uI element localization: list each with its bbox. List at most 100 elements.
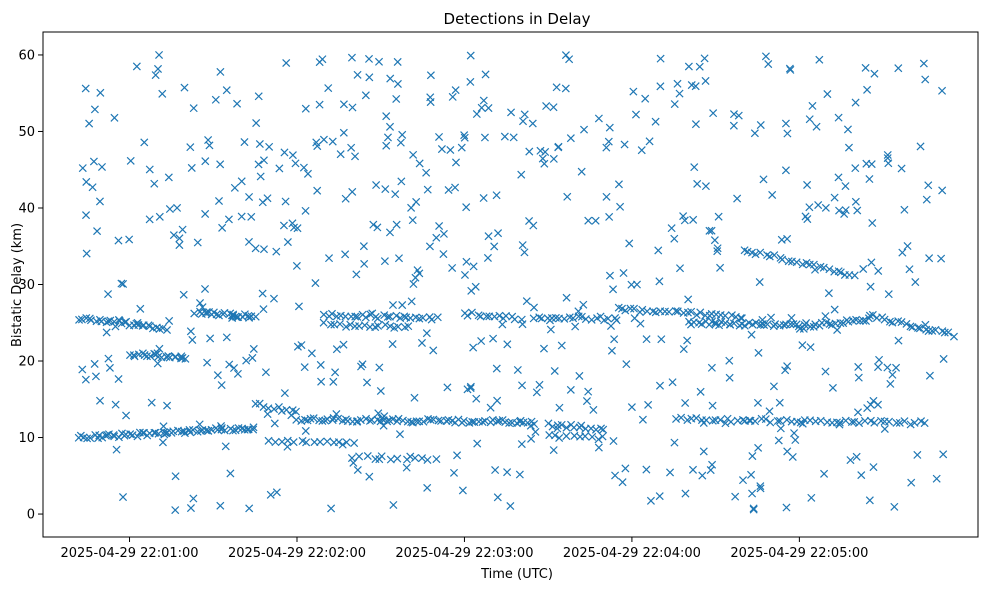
data-point	[815, 55, 824, 64]
data-point	[376, 386, 385, 396]
data-point	[584, 387, 593, 396]
data-point	[133, 432, 142, 441]
data-point	[145, 165, 154, 174]
data-point	[326, 320, 335, 329]
data-point	[820, 469, 829, 478]
data-point	[217, 422, 226, 431]
data-point	[348, 187, 357, 196]
data-point	[751, 318, 760, 327]
data-point	[341, 194, 350, 203]
data-point	[805, 203, 814, 212]
data-point	[710, 236, 719, 245]
data-point	[383, 312, 392, 321]
data-point	[306, 414, 315, 423]
data-point	[866, 400, 875, 409]
data-point	[271, 438, 280, 447]
data-point	[200, 284, 210, 293]
data-point	[449, 468, 459, 477]
data-point	[823, 90, 832, 99]
data-point	[142, 352, 151, 361]
data-point	[396, 138, 405, 147]
data-point	[363, 451, 372, 461]
data-point	[434, 416, 443, 425]
data-point	[931, 325, 940, 334]
data-point	[631, 110, 641, 119]
data-point	[216, 67, 225, 76]
data-point	[602, 192, 611, 201]
data-point	[925, 371, 934, 380]
data-point	[375, 455, 384, 464]
data-point	[729, 110, 739, 119]
data-point	[691, 82, 700, 91]
data-point	[562, 423, 571, 432]
data-point	[621, 464, 630, 473]
data-point	[451, 183, 460, 192]
data-point	[331, 368, 340, 377]
data-point	[525, 216, 534, 226]
data-point	[836, 268, 845, 277]
data-point	[318, 55, 327, 64]
data-point	[565, 55, 574, 64]
data-point	[339, 340, 348, 349]
data-point	[589, 405, 598, 414]
data-point	[472, 394, 481, 403]
data-point	[672, 414, 681, 423]
data-point	[536, 146, 545, 155]
data-point	[655, 277, 664, 286]
data-point	[938, 86, 947, 95]
data-point	[171, 472, 180, 481]
data-point	[78, 164, 87, 173]
data-point	[383, 133, 392, 142]
data-point	[812, 122, 821, 131]
data-point	[342, 438, 351, 447]
data-point	[179, 290, 188, 299]
data-point	[78, 365, 87, 374]
data-point	[890, 502, 899, 511]
data-point	[334, 414, 343, 423]
data-point	[368, 309, 377, 318]
data-point	[919, 59, 928, 68]
data-point	[734, 111, 743, 120]
data-point	[528, 119, 537, 128]
data-point	[347, 312, 356, 321]
data-point	[687, 307, 696, 316]
data-point	[761, 415, 770, 424]
data-point	[242, 356, 251, 365]
data-point	[868, 310, 877, 319]
data-point	[389, 500, 398, 509]
data-point	[259, 156, 268, 165]
data-point	[406, 452, 415, 461]
data-point	[518, 320, 527, 329]
data-point	[460, 131, 469, 140]
y-tick-label: 20	[18, 355, 35, 370]
plot-frame	[42, 31, 979, 538]
data-point	[696, 308, 705, 317]
data-point	[479, 193, 488, 203]
data-point	[180, 83, 189, 92]
data-point	[651, 308, 660, 317]
data-point	[386, 74, 395, 83]
data-point	[483, 253, 492, 262]
data-point	[854, 362, 863, 371]
data-point	[277, 406, 286, 415]
data-point	[153, 359, 162, 368]
data-point	[212, 310, 221, 319]
data-point	[705, 226, 714, 235]
data-point	[316, 437, 325, 446]
data-point	[596, 424, 606, 433]
data-point	[774, 436, 783, 445]
data-point	[233, 99, 242, 108]
data-point	[642, 465, 651, 474]
data-point	[221, 442, 230, 451]
data-point	[374, 409, 383, 418]
data-point	[749, 505, 758, 514]
data-point	[203, 358, 212, 367]
data-point	[229, 311, 238, 320]
data-point	[252, 119, 261, 128]
data-point	[777, 235, 786, 244]
data-point	[233, 369, 242, 378]
data-point	[731, 312, 740, 321]
data-point	[272, 488, 281, 497]
data-point	[537, 314, 546, 323]
data-point	[358, 360, 367, 369]
